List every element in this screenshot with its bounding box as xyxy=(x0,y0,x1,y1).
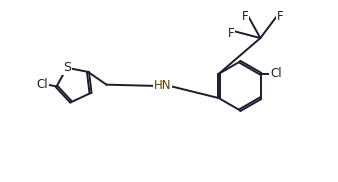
Text: HN: HN xyxy=(154,80,172,92)
Text: F: F xyxy=(277,10,284,23)
Text: F: F xyxy=(242,10,248,23)
Text: Cl: Cl xyxy=(37,78,48,91)
Text: Cl: Cl xyxy=(270,67,282,80)
Text: S: S xyxy=(63,61,71,74)
Text: F: F xyxy=(228,27,235,39)
